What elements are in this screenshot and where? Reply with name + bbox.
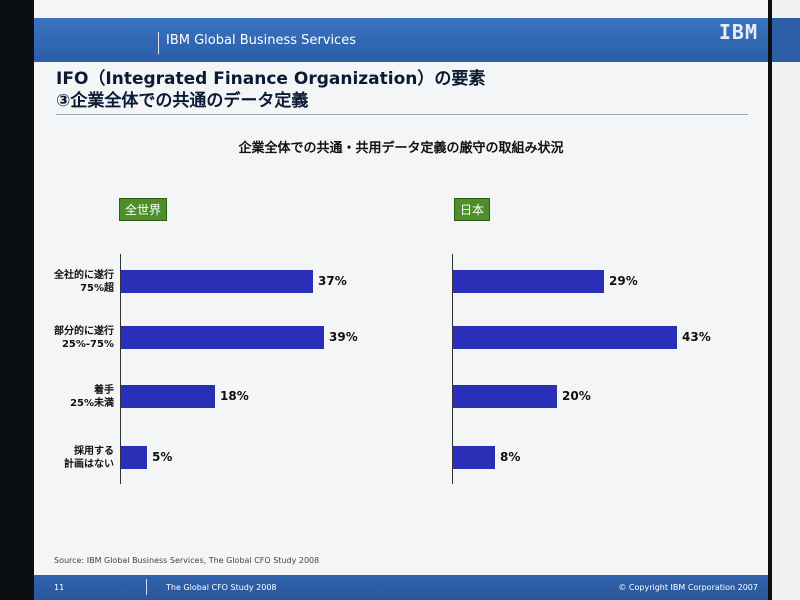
bar-2-1 [453, 270, 604, 293]
adjacent-slide-header [772, 18, 800, 62]
panel-label-2: 日本 [454, 198, 491, 221]
copyright: © Copyright IBM Corporation 2007 [618, 583, 758, 592]
value-label-1-3: 18% [220, 389, 249, 403]
category-label-line: 部分的に遂行 [54, 326, 114, 337]
value-label-1-4: 5% [152, 450, 173, 464]
value-label-2-2: 43% [682, 330, 711, 344]
footer-bar: 11 The Global CFO Study 2008 © Copyright… [34, 575, 768, 600]
slide: IBM Global Business Services IBM IFO（Int… [34, 0, 768, 600]
bar-1-2 [121, 326, 324, 349]
page-number: 11 [54, 583, 65, 592]
header-bar: IBM Global Business Services IBM [34, 18, 768, 62]
title-rule [56, 114, 748, 115]
bar-1-3 [121, 385, 215, 408]
category-label-line: 25%未満 [70, 398, 114, 409]
category-label-2: 部分的に遂行 25%-75% [24, 325, 114, 351]
study-name: The Global CFO Study 2008 [166, 583, 277, 592]
category-label-3: 着手 25%未満 [24, 384, 114, 410]
bar-2-2 [453, 326, 677, 349]
bar-1-1 [121, 270, 313, 293]
title-line-2: ③企業全体での共通のデータ定義 [56, 91, 309, 111]
category-label-line: 25%-75% [61, 339, 114, 350]
header-divider [158, 32, 159, 54]
category-label-line: 着手 [94, 385, 114, 396]
source-note: Source: IBM Global Business Services, Th… [54, 556, 320, 565]
value-label-1-1: 37% [318, 274, 347, 288]
bar-2-3 [453, 385, 557, 408]
chart-title: 企業全体での共通・共用データ定義の厳守の取組み状況 [238, 141, 564, 156]
category-label-line: 計画はない [64, 459, 114, 470]
bar-1-4 [121, 446, 147, 469]
y-axis-2 [452, 254, 453, 484]
adjacent-slide-edge [772, 0, 800, 600]
value-label-2-3: 20% [562, 389, 591, 403]
category-label-line: 全社的に遂行 [54, 270, 114, 281]
bar-2-4 [453, 446, 495, 469]
y-axis-1 [120, 254, 121, 484]
category-label-1: 全社的に遂行 75%超 [24, 269, 114, 295]
value-label-1-2: 39% [329, 330, 358, 344]
category-label-line: 採用する [74, 446, 114, 457]
value-label-2-4: 8% [500, 450, 521, 464]
panel-label-1: 全世界 [119, 198, 168, 221]
value-label-2-1: 29% [609, 274, 638, 288]
footer-divider [146, 579, 147, 595]
ibm-logo: IBM [718, 20, 758, 44]
category-label-4: 採用する計画はない [24, 445, 114, 471]
slide-title: IFO（Integrated Finance Organization）の要素 … [56, 68, 485, 112]
service-name: IBM Global Business Services [166, 33, 356, 48]
category-label-line: 75%超 [80, 283, 114, 294]
title-line-1: IFO（Integrated Finance Organization）の要素 [56, 69, 486, 89]
